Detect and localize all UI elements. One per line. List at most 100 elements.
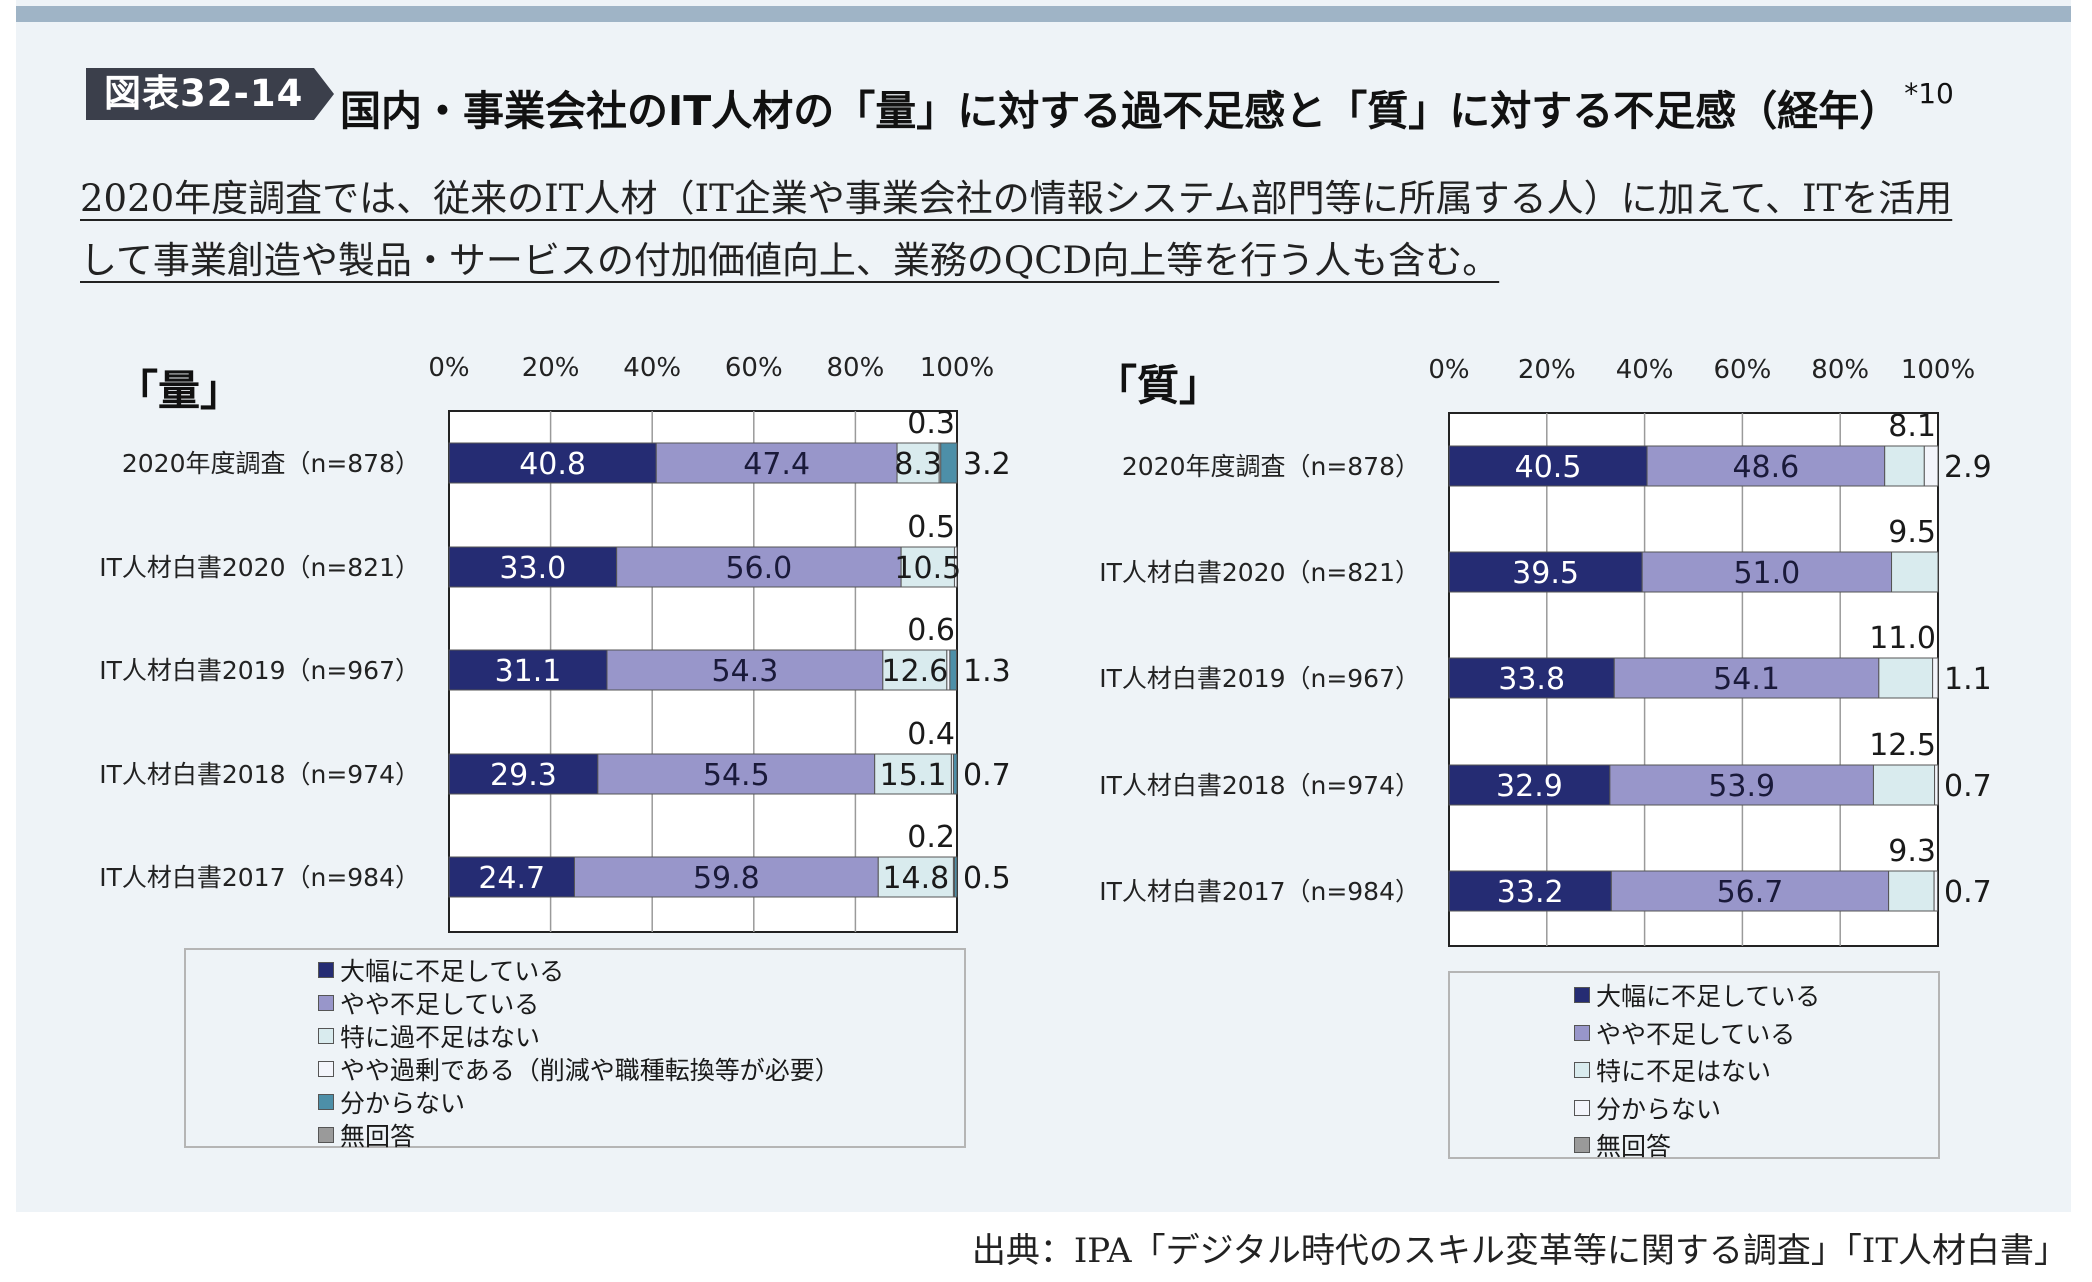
bar-segment [1933,870,1939,912]
bar-segment [1609,764,1874,806]
x-tick-label: 20% [522,353,580,383]
x-tick-label: 80% [1811,355,1869,385]
data-label: 3.2 [963,447,1011,482]
category-label: IT人材白書2018（n=974） [1099,771,1420,800]
bar-segment [949,649,957,691]
source-citation: 出典：IPA「デジタル時代のスキル変革等に関する調査」「IT人材白書」 [971,1231,2068,1271]
legend-label: 分からない [340,1089,466,1118]
legend-item: やや不足している [1574,1015,1795,1051]
data-label: 56.7 [1717,875,1784,910]
legend-swatch [318,1127,334,1143]
legend-swatch [1574,987,1590,1003]
data-label: 29.3 [490,758,557,793]
figure-title: 国内・事業会社のIT人材の「量」に対する過不足感と「質」に対する不足感（経年） *… [340,64,1954,135]
legend-label: 無回答 [1596,1132,1672,1161]
bar-segment [1934,764,1939,806]
data-label: 9.3 [1888,834,1936,869]
bar-segment [1884,445,1925,487]
survey-note-line1: 2020年度調査では、従来のIT人材（IT企業や事業会社の情報システム部門等に所… [80,177,1953,220]
legend-swatch [318,995,334,1011]
data-label: 56.0 [725,551,792,586]
data-label: 47.4 [743,447,810,482]
data-label: 2.9 [1944,450,1992,485]
category-label: 2020年度調査（n=878） [1122,452,1420,481]
data-label: 12.6 [881,654,948,689]
top-accent-bar [16,6,2071,22]
bar-segment [448,546,618,588]
bar-segment [874,753,952,795]
legend-label: やや不足している [340,990,540,1019]
bar-segment [1932,657,1939,699]
bar-segment [1888,870,1935,912]
category-label: IT人材白書2020（n=821） [1099,558,1420,587]
bar-segment [1448,445,1648,487]
x-tick-label: 60% [725,353,783,383]
bar-segment [953,856,958,898]
survey-note-line2: して事業創造や製品・サービスの付加価値向上、業務のQCD向上等を行う人も含む。 [80,239,1500,282]
figure-label: 図表32-14 [86,68,314,120]
data-label: 0.5 [963,861,1011,896]
category-label: IT人材白書2017（n=984） [99,863,420,892]
bar-segment [1923,445,1939,487]
x-tick-label: 80% [827,353,885,383]
data-label: 15.1 [880,758,947,793]
x-tick-label: 0% [428,353,469,383]
data-label: 1.1 [1944,662,1992,697]
data-label: 54.3 [712,654,779,689]
bar-segment [606,649,884,691]
bar-segment [1641,551,1893,593]
legend-swatch [1574,1137,1590,1153]
data-label: 11.0 [1869,621,1936,656]
bar-segment [655,442,898,484]
legend-item: 特に過不足はない [318,1018,540,1054]
legend-item: 無回答 [318,1117,415,1153]
bar-segment [882,649,948,691]
data-label: 0.6 [907,613,955,648]
bar-segment [448,856,575,898]
data-label: 48.6 [1732,450,1799,485]
data-label: 54.1 [1713,662,1780,697]
bar-segment [573,856,879,898]
legend-label: 特に不足はない [1596,1057,1772,1086]
x-tick-label: 40% [1616,355,1674,385]
legend-item: やや過剰である（削減や職種転換等が必要） [318,1051,840,1087]
legend-swatch [318,1028,334,1044]
bar-segment [597,753,876,795]
data-label: 9.5 [1888,515,1936,550]
survey-note: 2020年度調査では、従来のIT人材（IT企業や事業会社の情報システム部門等に所… [80,168,2020,292]
data-label: 0.5 [907,510,955,545]
bar-segment [616,546,902,588]
figure-label-arrow [314,68,334,120]
data-label: 1.3 [963,654,1011,689]
category-label: IT人材白書2019（n=967） [99,656,420,685]
data-label: 54.5 [703,758,770,793]
legend-quantity: 大幅に不足している やや不足している 特に過不足はない やや過剰である（削減や職種転換… [184,948,966,1151]
x-tick-label: 40% [623,353,681,383]
data-label: 33.8 [1498,662,1565,697]
category-label: IT人材白書2017（n=984） [1099,877,1420,906]
bar-segment [952,753,958,795]
legend-label: 分からない [1596,1094,1722,1124]
data-label: 8.3 [894,447,942,482]
legend-label: やや過剰である（削減や職種転換等が必要） [340,1056,840,1085]
data-label: 12.5 [1869,728,1936,763]
bar-segment [1448,764,1611,806]
category-label: IT人材白書2018（n=974） [99,760,420,789]
legend-label: 大幅に不足している [1596,982,1821,1011]
bar-segment [1448,870,1612,912]
legend-label: 無回答 [340,1122,416,1151]
legend-label: やや不足している [1596,1019,1796,1049]
legend-swatch [1574,1099,1590,1116]
data-label: 24.7 [478,861,545,896]
chart-title: 「量」 [116,366,242,415]
bar-segment [1610,870,1890,912]
bar-segment [877,856,954,898]
data-label: 33.0 [499,551,566,586]
legend-swatch [318,1094,334,1110]
legend-quality: 大幅に不足している やや不足している 特に不足はない 分からない無回答 [1448,971,1940,1161]
x-tick-label: 60% [1714,355,1772,385]
x-tick-label: 20% [1518,355,1576,385]
legend-item: 分からない [318,1084,465,1120]
data-label: 51.0 [1733,556,1800,591]
legend-item: 分からない [1574,1090,1721,1126]
